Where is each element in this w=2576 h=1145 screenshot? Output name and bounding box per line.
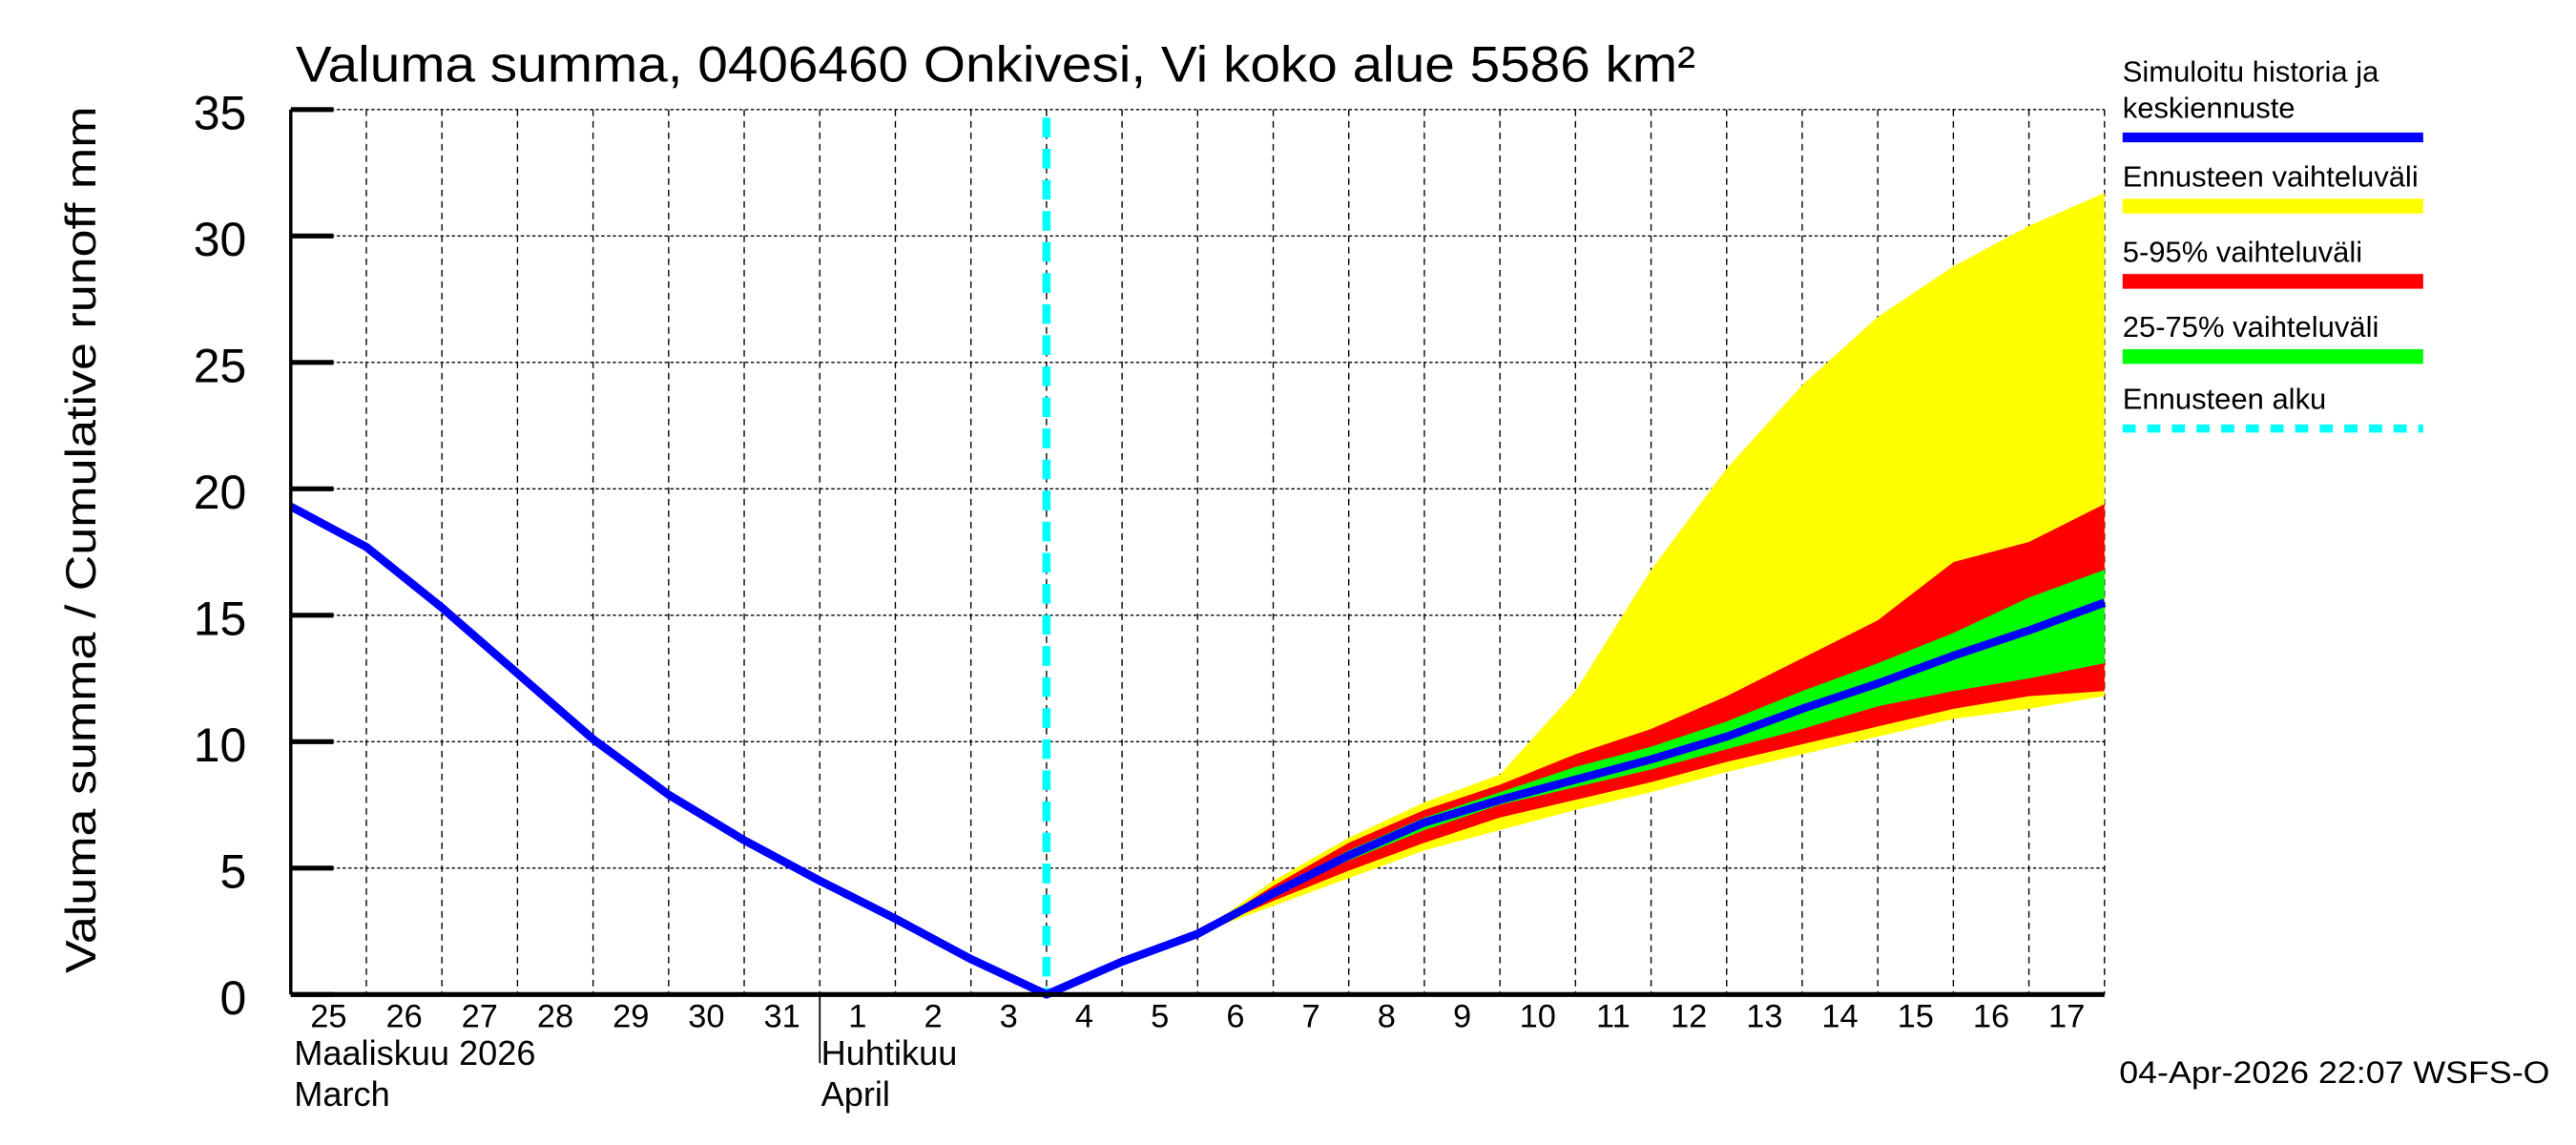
- band-ennusteen-vaihteluv-li: [1197, 193, 2105, 934]
- y-tick-label: 35: [194, 87, 247, 140]
- x-tick-label: 9: [1453, 999, 1471, 1035]
- legend-label: Ennusteen vaihteluväli: [2123, 159, 2419, 193]
- x-tick-label: 31: [763, 999, 800, 1035]
- band-25-75-vaihteluv-li: [1197, 570, 2105, 934]
- y-axis-label: Valuma summa / Cumulative runoff mm: [58, 106, 105, 973]
- x-tick-label: 16: [1973, 999, 2009, 1035]
- y-tick-label: 30: [194, 213, 247, 266]
- month-label-en: March: [294, 1074, 389, 1114]
- legend-label: 25-75% vaihteluväli: [2123, 310, 2379, 344]
- legend-label: Ennusteen alku: [2123, 383, 2327, 416]
- x-tick-label: 2: [924, 999, 942, 1035]
- month-label-fi: Huhtikuu: [821, 1033, 958, 1072]
- x-tick-label: 10: [1520, 999, 1556, 1035]
- y-tick-label: 5: [220, 844, 247, 898]
- month-label-en: April: [821, 1074, 890, 1114]
- median-line: [288, 503, 2107, 999]
- x-tick-label: 29: [613, 999, 649, 1035]
- month-label-fi: Maaliskuu 2026: [294, 1033, 535, 1072]
- x-tick-label: 30: [688, 999, 724, 1035]
- x-tick-label: 6: [1226, 999, 1244, 1035]
- x-tick-label: 15: [1898, 999, 1934, 1035]
- y-tick-label: 10: [194, 718, 247, 772]
- y-tick-label: 0: [220, 971, 247, 1025]
- x-tick-label: 1: [848, 999, 866, 1035]
- legend-label: Simuloitu historia ja: [2123, 55, 2379, 89]
- x-tick-label: 7: [1302, 999, 1320, 1035]
- chart-title: Valuma summa, 0406460 Onkivesi, Vi koko …: [296, 37, 1695, 94]
- x-tick-label: 28: [537, 999, 573, 1035]
- x-tick-label: 12: [1671, 999, 1707, 1035]
- x-tick-label: 14: [1821, 999, 1858, 1035]
- x-tick-label: 5: [1151, 999, 1169, 1035]
- x-tick-label: 25: [310, 999, 346, 1035]
- y-tick-label: 25: [194, 340, 247, 393]
- x-tick-label: 26: [385, 999, 422, 1035]
- y-tick-label: 20: [194, 466, 247, 519]
- x-tick-label: 8: [1378, 999, 1396, 1035]
- x-tick-label: 11: [1596, 999, 1631, 1035]
- legend-label: 5-95% vaihteluväli: [2123, 235, 2362, 268]
- footer-timestamp: 04-Apr-2026 22:07 WSFS-O: [2119, 1054, 2549, 1090]
- y-tick-label: 15: [194, 592, 247, 645]
- x-tick-label: 17: [2048, 999, 2085, 1035]
- legend-label: keskiennuste: [2123, 91, 2296, 124]
- x-tick-label: 13: [1746, 999, 1782, 1035]
- x-tick-label: 4: [1075, 999, 1093, 1035]
- x-tick-label: 3: [1000, 999, 1018, 1035]
- x-tick-label: 27: [462, 999, 498, 1035]
